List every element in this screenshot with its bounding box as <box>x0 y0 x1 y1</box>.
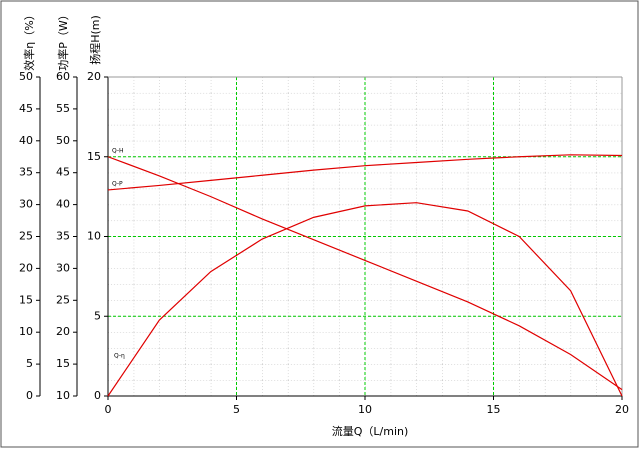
y2-tick-label: 55 <box>56 102 70 115</box>
y3-tick-label: 35 <box>19 166 33 179</box>
y2-tick-label: 45 <box>56 166 70 179</box>
y3-tick-label: 45 <box>19 102 33 115</box>
y3-tick-label: 10 <box>19 325 33 338</box>
y2-axis-title: 功率P（W） <box>56 9 70 71</box>
x-tick-label: 5 <box>233 403 240 416</box>
y3-tick-label: 30 <box>19 198 33 211</box>
series-label: Q-P <box>112 180 123 187</box>
x-axis-title: 流量Q（L/min) <box>332 424 409 438</box>
y3-axis-title: 效率η（%） <box>22 9 36 70</box>
y2-tick-label: 50 <box>56 134 70 147</box>
y3-tick-label: 15 <box>19 293 33 306</box>
line <box>107 156 623 391</box>
x-tick-label: 20 <box>615 403 629 416</box>
y-tick-label: 10 <box>87 230 101 243</box>
y3-tick-label: 20 <box>19 261 33 274</box>
y3-tick-label: 40 <box>19 134 33 147</box>
series-label: Q-η <box>114 353 125 360</box>
x-tick-label: 0 <box>105 403 112 416</box>
y2-tick-label: 40 <box>56 198 70 211</box>
y2-tick-label: 30 <box>56 261 70 274</box>
y-tick-label: 0 <box>94 389 101 402</box>
y3-tick-label: 50 <box>19 70 33 83</box>
line <box>107 202 623 397</box>
y-tick-label: 5 <box>94 309 101 322</box>
y3-tick-label: 5 <box>26 357 33 370</box>
y3-tick-label: 0 <box>26 389 33 402</box>
x-tick-label: 10 <box>358 403 372 416</box>
y2-tick-label: 15 <box>56 357 70 370</box>
y2-tick-label: 60 <box>56 70 70 83</box>
line <box>107 154 623 191</box>
y2-tick-label: 10 <box>56 389 70 402</box>
y-tick-label: 15 <box>87 150 101 163</box>
y2-tick-label: 25 <box>56 293 70 306</box>
y2-tick-label: 20 <box>56 325 70 338</box>
y3-tick-label: 25 <box>19 230 33 243</box>
y-tick-label: 20 <box>87 70 101 83</box>
series-label: Q-H <box>112 147 124 154</box>
y-axis-title: 扬程H(m) <box>88 15 102 65</box>
y2-tick-label: 35 <box>56 230 70 243</box>
x-tick-label: 15 <box>487 403 501 416</box>
